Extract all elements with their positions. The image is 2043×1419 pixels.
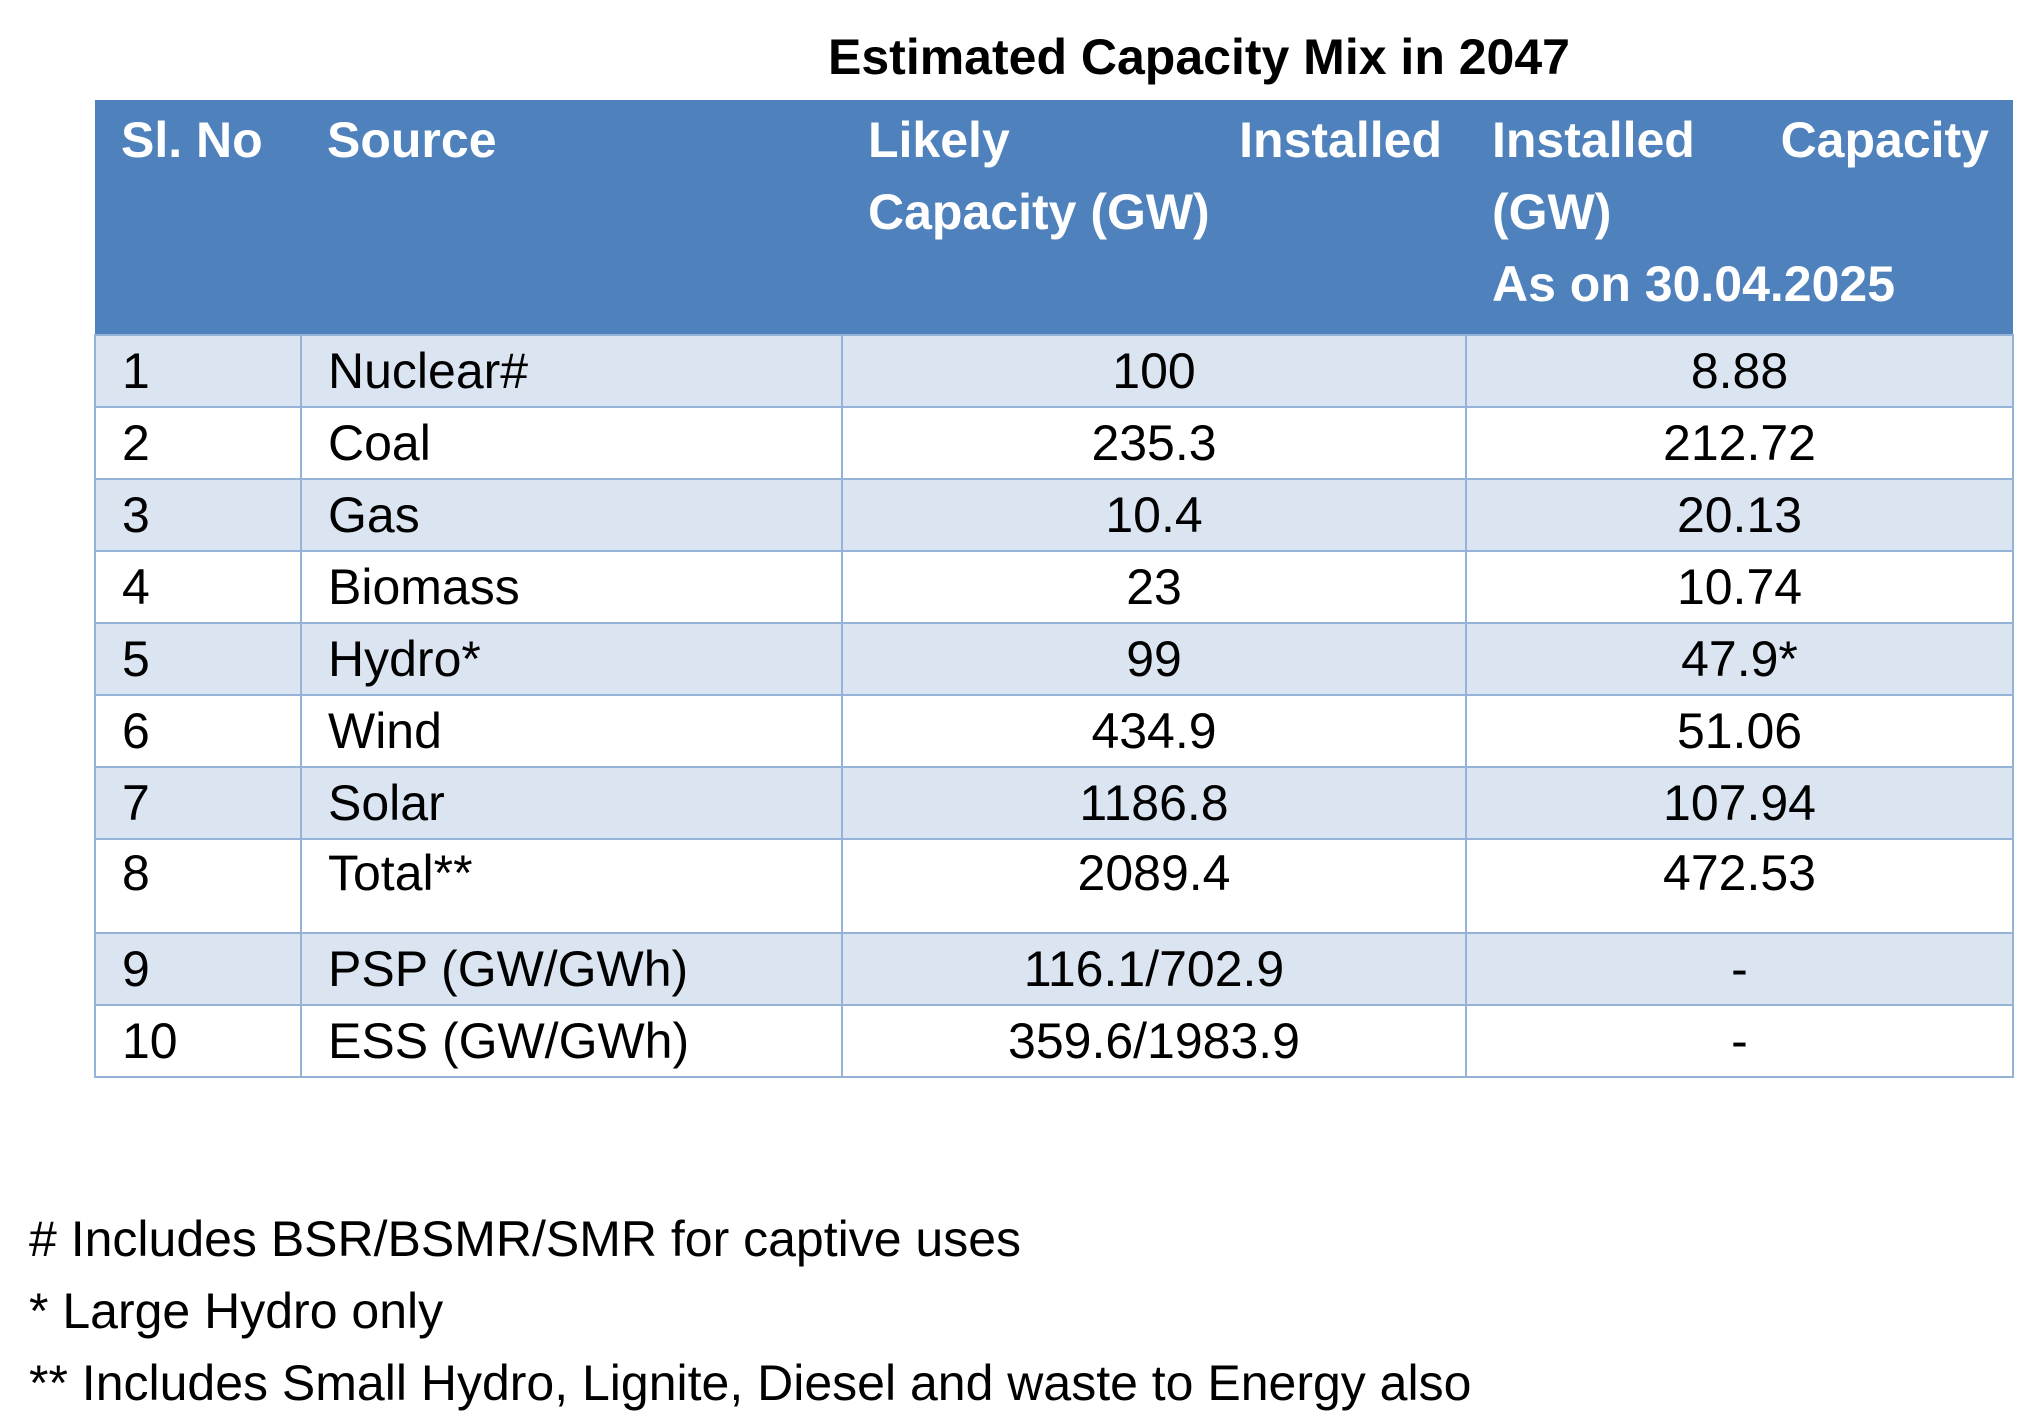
cell-installed-capacity: 212.72 bbox=[1465, 406, 2014, 480]
cell-installed-capacity: 8.88 bbox=[1465, 334, 2014, 408]
header-likely-capacity: Likely Installed Capacity (GW) bbox=[842, 100, 1466, 335]
header-row: Sl. No Source Likely Installed Capacity … bbox=[95, 100, 2013, 335]
cell-likely-capacity: 116.1/702.9 bbox=[841, 932, 1467, 1006]
cell-installed-capacity: 47.9* bbox=[1465, 622, 2014, 696]
cell-sl-no: 7 bbox=[94, 766, 302, 840]
header-sl-no: Sl. No bbox=[95, 100, 301, 335]
cell-source: Nuclear# bbox=[300, 334, 843, 408]
table-row: 2 Coal 235.3 212.72 bbox=[94, 406, 2014, 480]
cell-likely-capacity: 23 bbox=[841, 550, 1467, 624]
table-row: 5 Hydro* 99 47.9* bbox=[94, 622, 2014, 696]
table-row: 8 Total** 2089.4 472.53 bbox=[94, 838, 2014, 934]
table-row: 7 Solar 1186.8 107.94 bbox=[94, 766, 2014, 840]
cell-source: PSP (GW/GWh) bbox=[300, 932, 843, 1006]
cell-sl-no: 6 bbox=[94, 694, 302, 768]
cell-source: Hydro* bbox=[300, 622, 843, 696]
footnote: * Large Hydro only bbox=[29, 1283, 444, 1339]
cell-installed-capacity: 10.74 bbox=[1465, 550, 2014, 624]
cell-sl-no: 4 bbox=[94, 550, 302, 624]
cell-sl-no: 3 bbox=[94, 478, 302, 552]
table-row: 9 PSP (GW/GWh) 116.1/702.9- bbox=[94, 932, 2014, 1006]
cell-installed-capacity: 51.06 bbox=[1465, 694, 2014, 768]
cell-source: ESS (GW/GWh) bbox=[300, 1004, 843, 1078]
cell-installed-capacity: 107.94 bbox=[1465, 766, 2014, 840]
cell-sl-no: 1 bbox=[94, 334, 302, 408]
table-row: 6 Wind 434.9 51.06 bbox=[94, 694, 2014, 768]
cell-sl-no: 10 bbox=[94, 1004, 302, 1078]
cell-likely-capacity: 99 bbox=[841, 622, 1467, 696]
footnote: # Includes BSR/BSMR/SMR for captive uses bbox=[29, 1211, 1022, 1267]
header-installed-capacity: Installed Capacity (GW) As on 30.04.2025 bbox=[1466, 100, 2013, 335]
installed-date: As on 30.04.2025 bbox=[1492, 256, 1896, 312]
capacity-table: Sl. No Source Likely Installed Capacity … bbox=[94, 100, 2014, 1078]
cell-source: Biomass bbox=[300, 550, 843, 624]
cell-likely-capacity: 1186.8 bbox=[841, 766, 1467, 840]
cell-installed-capacity: - bbox=[1465, 1004, 2014, 1078]
table-row: 1 Nuclear# 100 8.88 bbox=[94, 334, 2014, 408]
table-row: 10 ESS (GW/GWh) 359.6/1983.9- bbox=[94, 1004, 2014, 1078]
cell-likely-capacity: 100 bbox=[841, 334, 1467, 408]
table-row: 3 Gas 10.4 20.13 bbox=[94, 478, 2014, 552]
cell-installed-capacity: 472.53 bbox=[1465, 838, 2014, 934]
installed-label: Installed Capacity (GW) bbox=[1492, 112, 1989, 240]
header-source: Source bbox=[301, 100, 842, 335]
cell-source: Gas bbox=[300, 478, 843, 552]
cell-installed-capacity: 20.13 bbox=[1465, 478, 2014, 552]
cell-source: Total** bbox=[300, 838, 843, 934]
cell-sl-no: 8 bbox=[94, 838, 302, 934]
cell-installed-capacity: - bbox=[1465, 932, 2014, 1006]
cell-source: Wind bbox=[300, 694, 843, 768]
table-row: 4 Biomass 23 10.74 bbox=[94, 550, 2014, 624]
footnote: ** Includes Small Hydro, Lignite, Diesel… bbox=[29, 1355, 1472, 1411]
cell-likely-capacity: 10.4 bbox=[841, 478, 1467, 552]
cell-likely-capacity: 2089.4 bbox=[841, 838, 1467, 934]
footnotes: # Includes BSR/BSMR/SMR for captive uses… bbox=[29, 1203, 1471, 1419]
cell-sl-no: 2 bbox=[94, 406, 302, 480]
cell-source: Solar bbox=[300, 766, 843, 840]
cell-likely-capacity: 235.3 bbox=[841, 406, 1467, 480]
cell-source: Coal bbox=[300, 406, 843, 480]
cell-sl-no: 9 bbox=[94, 932, 302, 1006]
cell-sl-no: 5 bbox=[94, 622, 302, 696]
table-title: Estimated Capacity Mix in 2047 bbox=[828, 29, 1570, 85]
cell-likely-capacity: 434.9 bbox=[841, 694, 1467, 768]
cell-likely-capacity: 359.6/1983.9 bbox=[841, 1004, 1467, 1078]
